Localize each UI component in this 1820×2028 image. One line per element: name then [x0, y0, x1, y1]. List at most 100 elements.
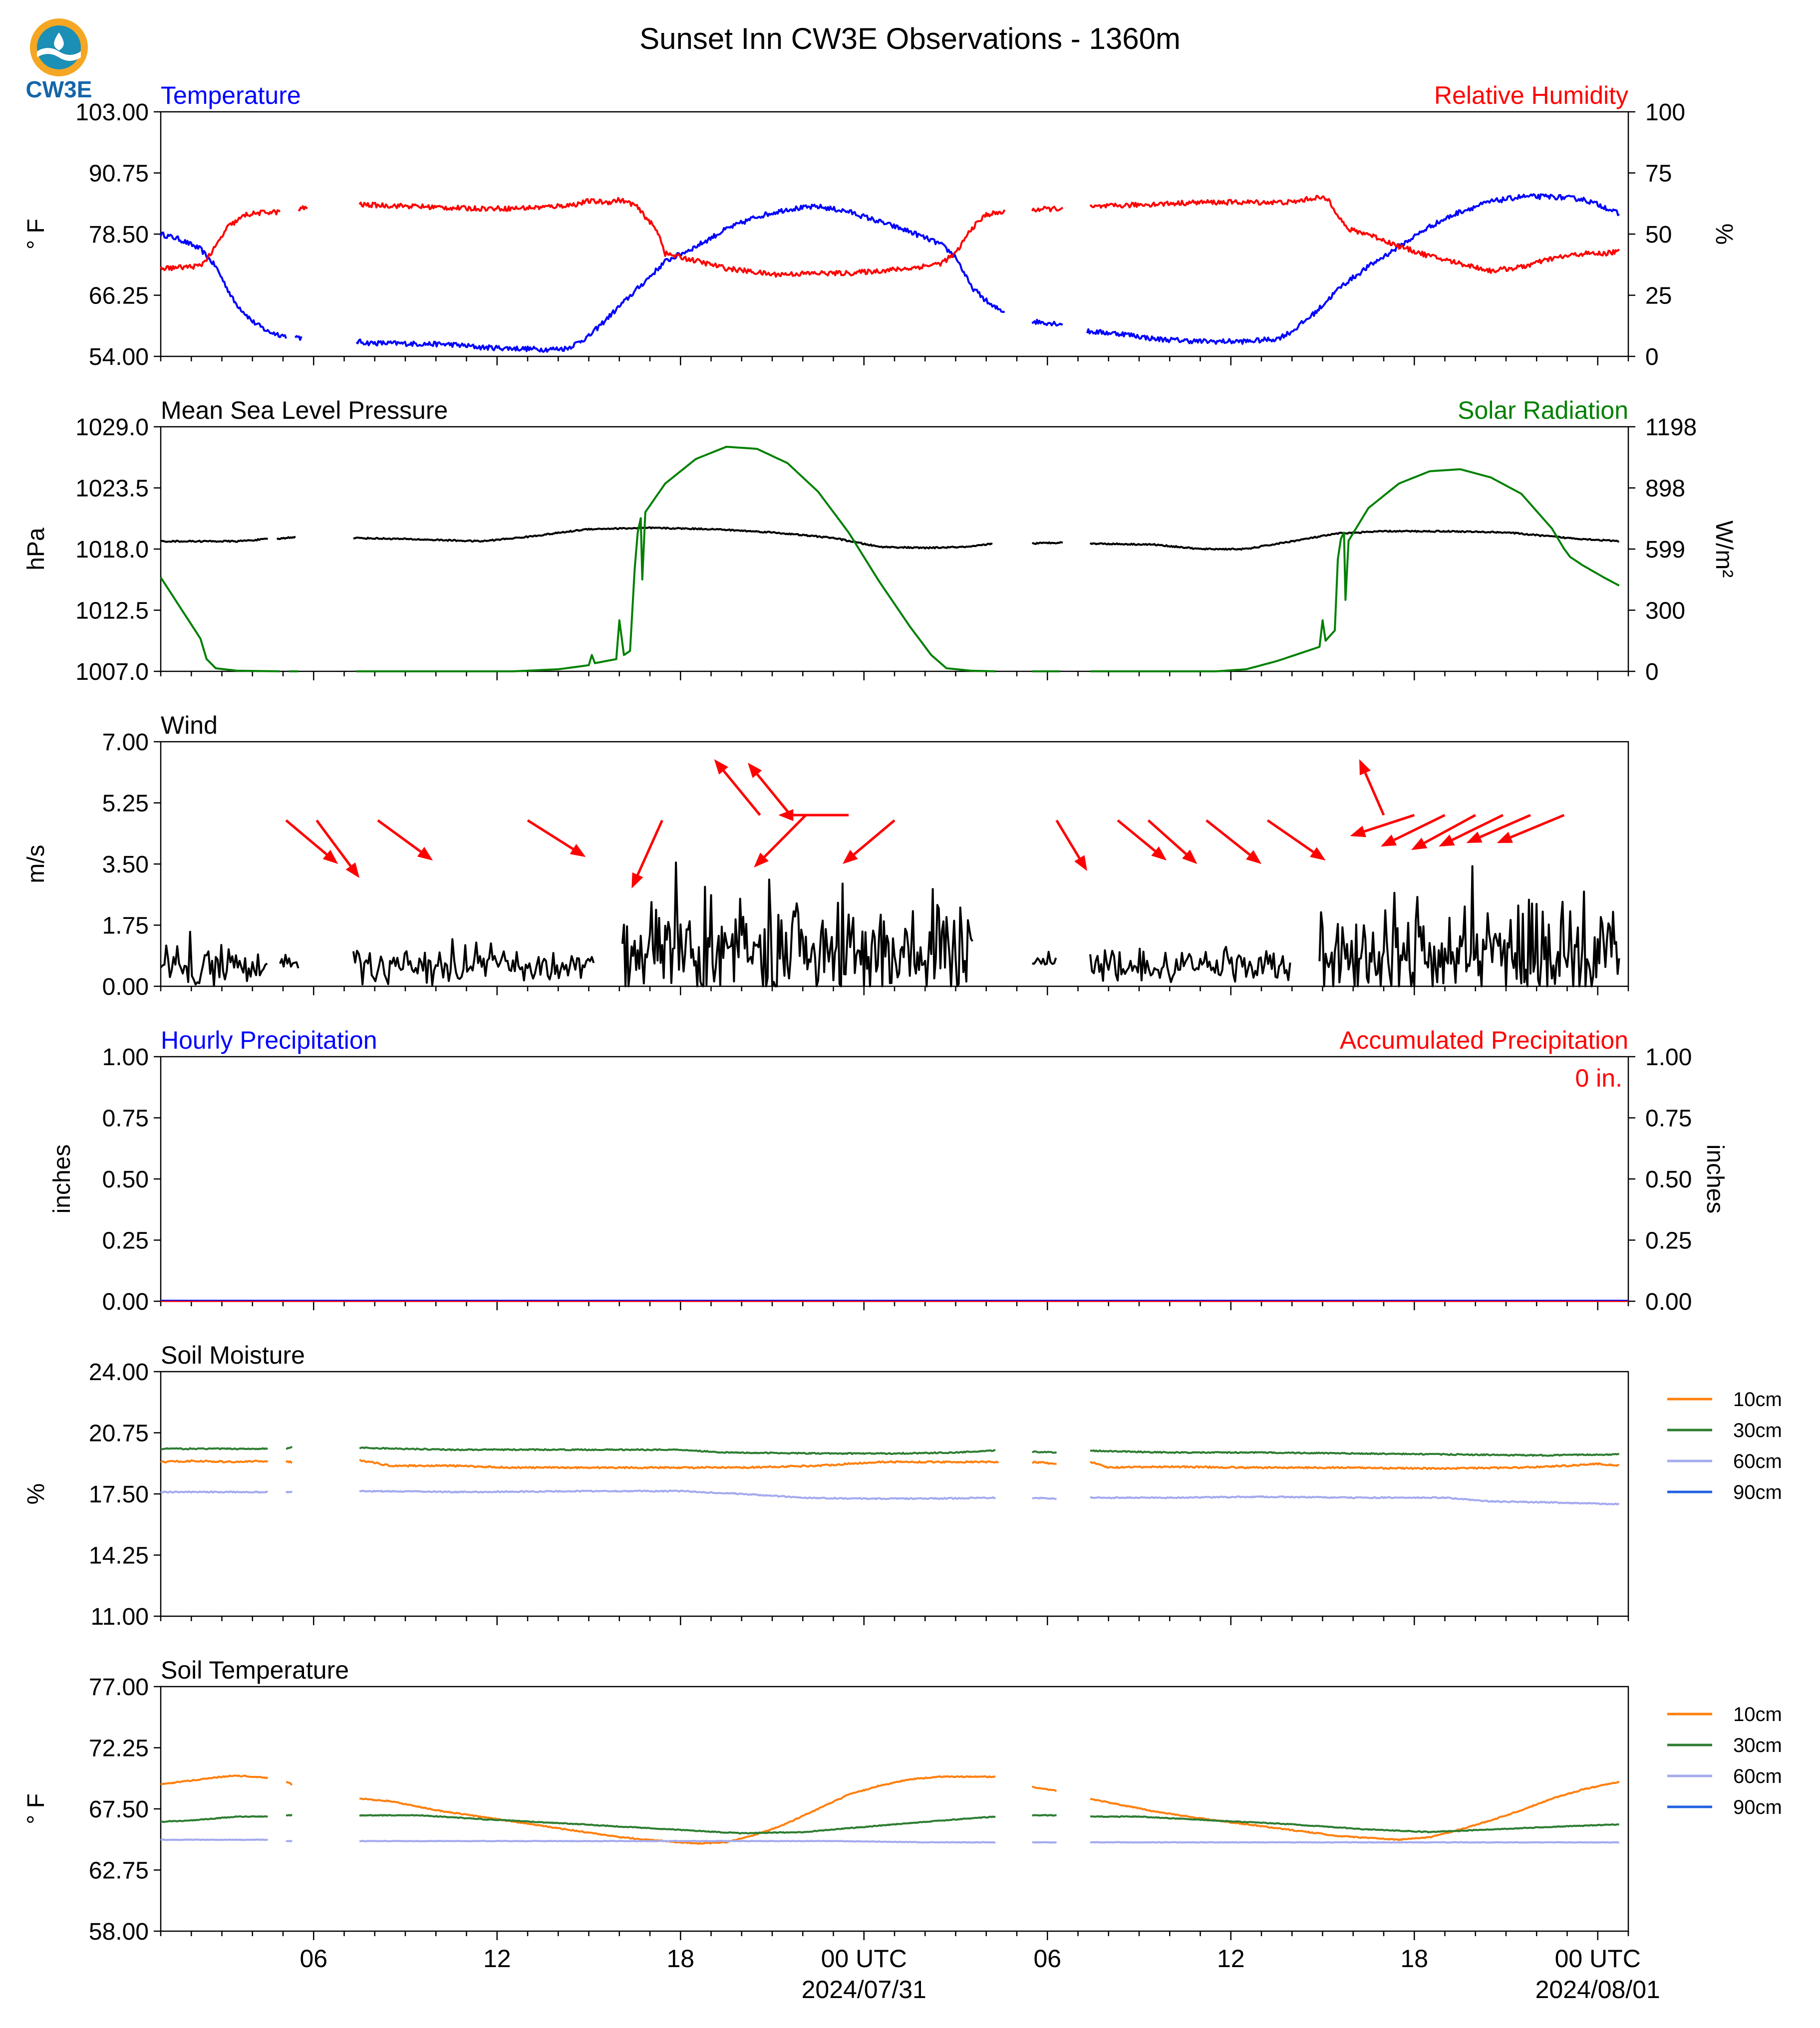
panel-precip: Hourly Precipitation Accumulated Precipit… — [49, 1026, 1728, 1315]
wind-arrow-shaft — [1147, 819, 1187, 855]
series-wind-speed-line — [621, 862, 973, 987]
legend-label-60cm: 60cm — [1733, 1450, 1782, 1472]
series-temperature-line — [1031, 318, 1063, 327]
series-temperature-line — [160, 231, 287, 339]
series-60cm-line — [359, 1489, 996, 1500]
y-tick-label-right: 1198 — [1645, 414, 1697, 441]
panel-title-right: Accumulated Precipitation — [1340, 1026, 1628, 1054]
wind-arrow-shaft — [763, 814, 807, 858]
series-10cm-line — [160, 1774, 269, 1785]
series-relative-humidity-line — [358, 197, 1006, 278]
y-tick-label-left: 20.75 — [89, 1421, 149, 1447]
y-tick-label-right: 50 — [1645, 222, 1672, 248]
series-wind-speed-line — [352, 938, 595, 986]
series-60cm-line — [359, 1840, 996, 1844]
x-tick-label: 12 — [483, 1945, 511, 1973]
y-axis-label-left: inches — [49, 1145, 75, 1214]
cw3e-logo: CW3E — [26, 18, 92, 102]
legend: 10cm 30cm 60cm 90cm — [1667, 1704, 1782, 1818]
series-solar-radiation-line — [1090, 468, 1620, 672]
x-tick-label: 18 — [666, 1945, 694, 1973]
panel-title-right: Solar Radiation — [1458, 396, 1628, 424]
wind-arrow-head — [842, 850, 858, 864]
wind-arrow-shaft — [722, 770, 761, 816]
wind-arrow-head — [1497, 832, 1513, 843]
y-tick-label-left: 67.50 — [89, 1796, 149, 1823]
y-tick-label-left: 0.75 — [102, 1106, 149, 1132]
y-axis-label-right: inches — [1702, 1145, 1728, 1214]
series-30cm-line — [359, 1814, 996, 1835]
y-tick-label-left: 1018.0 — [75, 537, 149, 563]
y-axis-label-left: m/s — [23, 845, 49, 883]
y-tick-label-left: 24.00 — [89, 1359, 149, 1386]
wind-arrow-head — [345, 862, 360, 878]
y-tick-label-left: 1023.5 — [75, 476, 149, 502]
wind-arrow-head — [1411, 838, 1428, 850]
series-temperature-line — [1086, 193, 1620, 345]
y-tick-label-right: 100 — [1645, 99, 1685, 126]
y-tick-label-left: 1.75 — [102, 913, 149, 939]
wind-arrow-shaft — [853, 819, 896, 856]
legend-label-90cm: 90cm — [1733, 1796, 1782, 1818]
wind-arrow-shaft — [636, 820, 663, 875]
series-10cm-line — [160, 1459, 269, 1464]
wind-arrow-shaft — [1364, 772, 1385, 816]
series-10cm-line — [285, 1460, 293, 1464]
panel-title-left: Wind — [161, 711, 218, 739]
legend-label-60cm: 60cm — [1733, 1765, 1782, 1787]
y-tick-label-right: 25 — [1645, 283, 1672, 309]
legend-label-10cm: 10cm — [1733, 1389, 1782, 1411]
y-axis-label-left: % — [23, 1483, 49, 1505]
panel-title-left: Soil Moisture — [161, 1341, 305, 1369]
legend-label-30cm: 30cm — [1733, 1735, 1782, 1756]
series-temperature-line — [355, 338, 568, 353]
series-mean-sea-level-pressure-line — [160, 538, 269, 543]
panel-soil_temp: Soil Temperature 58.00 62.75 67.50 72.25 77.0… — [23, 1656, 1782, 1945]
y-axis-label-left: hPa — [23, 528, 49, 571]
wind-arrow-head — [1439, 835, 1455, 847]
legend-label-90cm: 90cm — [1733, 1481, 1782, 1503]
panel-temp_rh: Temperature Relative Humidity 54.00 66.25 78… — [23, 81, 1737, 370]
y-tick-label-left: 3.50 — [102, 852, 149, 878]
series-solar-radiation-line — [356, 446, 996, 672]
series-wind-speed-line — [160, 930, 268, 987]
y-tick-label-left: 72.25 — [89, 1736, 149, 1762]
panel-title-left: Soil Temperature — [161, 1656, 349, 1684]
logo-droplet-icon — [54, 32, 64, 50]
series-30cm-line — [1032, 1450, 1057, 1454]
legend-label-30cm: 30cm — [1733, 1420, 1782, 1442]
series-mean-sea-level-pressure-line — [1032, 541, 1063, 545]
series-30cm-line — [1090, 1815, 1619, 1834]
y-tick-label-left: 11.00 — [90, 1604, 149, 1630]
x-tick-label: 00 UTC — [1555, 1945, 1641, 1973]
series-10cm-line — [1032, 1785, 1057, 1792]
legend: 10cm 30cm 60cm 90cm — [1667, 1389, 1782, 1503]
legend-label-10cm: 10cm — [1733, 1704, 1782, 1726]
wind-arrow-shaft — [377, 819, 422, 853]
y-tick-label-right: 0.25 — [1645, 1228, 1692, 1254]
wind-arrow-head — [417, 847, 433, 861]
y-tick-label-left: 0.25 — [102, 1228, 149, 1254]
wind-arrow-head — [1182, 850, 1198, 864]
series-60cm-line — [1090, 1841, 1619, 1844]
series-mean-sea-level-pressure-line — [353, 526, 993, 550]
wind-arrow-head — [1380, 835, 1397, 847]
y-tick-label-left: 17.50 — [89, 1481, 149, 1508]
y-tick-label-right: 1.00 — [1645, 1044, 1692, 1071]
wind-arrow-shaft — [1117, 819, 1156, 852]
logo-text: CW3E — [26, 76, 92, 102]
y-tick-label-left: 54.00 — [89, 344, 149, 370]
shared-x-axis: 06 12 18 00 UTC 2024/07/31 06 12 18 00 UTC 2024/0… — [300, 1945, 1660, 2004]
y-axis-label-left: ° F — [23, 219, 49, 250]
panel-title-left: Temperature — [161, 81, 301, 109]
y-tick-label-left: 1007.0 — [75, 659, 149, 685]
series-wind-speed-line — [1032, 950, 1057, 966]
wind-arrow-shaft — [1364, 814, 1415, 833]
figure-title: Sunset Inn CW3E Observations - 1360m — [639, 22, 1181, 55]
x-tick-label: 06 — [300, 1945, 327, 1973]
y-tick-label-right: 0 — [1645, 659, 1659, 685]
series-60cm-line — [1090, 1495, 1619, 1506]
series-wind-speed-line — [1318, 865, 1620, 987]
y-tick-label-left: 5.25 — [102, 791, 149, 817]
y-tick-label-left: 1012.5 — [75, 598, 149, 624]
